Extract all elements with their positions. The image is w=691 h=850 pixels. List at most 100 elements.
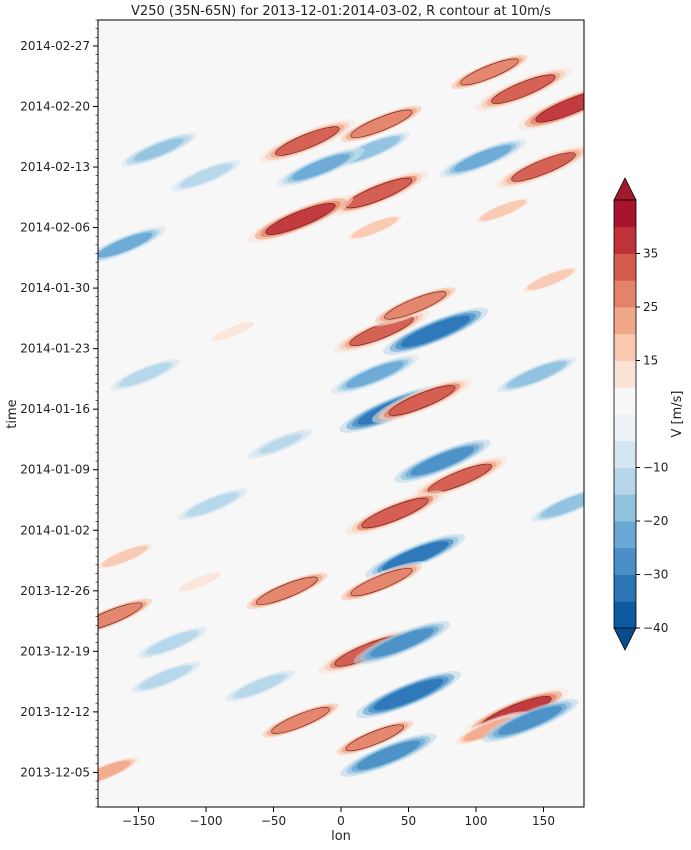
colorbar-extend-max <box>613 177 637 201</box>
wave-feature <box>98 540 160 573</box>
wave-feature <box>497 356 577 393</box>
colorbar-segment <box>614 333 636 361</box>
colorbar-segment <box>614 494 636 522</box>
wave-feature <box>468 194 538 227</box>
colorbar-extend-min <box>613 627 637 651</box>
colorbar: 35 25 15 −10 −20 −30 −40 <box>613 177 668 651</box>
colorbar-tick-label: −10 <box>643 461 668 475</box>
chart-title: V250 (35N-65N) for 2013-12-01:2014-03-02… <box>131 4 551 19</box>
y-tick-label: 2013-12-19 <box>20 644 90 658</box>
wave-feature <box>495 145 584 189</box>
colorbar-segment <box>614 440 636 468</box>
wave-feature <box>110 358 181 391</box>
wave-feature <box>330 354 419 395</box>
wave-feature <box>481 698 579 743</box>
wave-feature <box>382 307 489 355</box>
wave-feature <box>368 284 462 327</box>
colorbar-segment <box>614 414 636 442</box>
wave-feature <box>355 670 462 719</box>
plot-area <box>97 19 585 808</box>
y-tick-label: 2014-01-30 <box>20 281 90 295</box>
colorbar-segment <box>614 547 636 575</box>
x-tick-label: 0 <box>337 814 345 828</box>
colorbar-segment <box>614 601 636 629</box>
colorbar-segment <box>614 467 636 495</box>
wave-feature <box>200 316 266 346</box>
y-axis-label: time <box>5 399 20 428</box>
wave-feature <box>445 52 534 92</box>
wave-feature <box>335 102 428 145</box>
wave-feature <box>98 754 145 791</box>
y-tick-label: 2013-12-12 <box>20 705 90 719</box>
y-tick-label: 2014-02-27 <box>20 39 90 53</box>
x-axis: −150 −100 −50 0 50 100 150 <box>122 807 555 828</box>
data-layer <box>98 52 584 791</box>
wave-feature <box>121 132 197 167</box>
y-tick-label: 2014-02-20 <box>20 99 90 113</box>
y-tick-label: 2013-12-05 <box>20 765 90 779</box>
wave-feature <box>411 456 508 501</box>
wave-feature <box>247 195 354 243</box>
x-tick-label: −100 <box>190 814 223 828</box>
wave-feature <box>345 490 445 536</box>
wave-feature <box>372 378 472 423</box>
x-tick-label: −150 <box>122 814 155 828</box>
wave-feature <box>333 309 430 353</box>
colorbar-segment <box>614 387 636 415</box>
y-tick-label: 2014-01-16 <box>20 402 90 416</box>
wave-feature <box>177 488 248 521</box>
wave-feature <box>394 439 491 483</box>
colorbar-tick-label: −40 <box>643 621 668 635</box>
wave-feature <box>515 263 584 296</box>
x-tick-label: 50 <box>401 814 416 828</box>
wave-feature <box>276 147 365 187</box>
wave-feature <box>335 561 428 603</box>
wave-feature <box>256 700 345 741</box>
wave-feature <box>339 211 410 244</box>
wave-feature <box>475 67 572 111</box>
wave-feature <box>98 226 167 264</box>
colorbar-segment <box>614 360 636 388</box>
x-tick-label: 100 <box>465 814 488 828</box>
y-tick-label: 2014-02-13 <box>20 160 90 174</box>
colorbar-segment <box>614 574 636 602</box>
wave-feature <box>365 533 466 579</box>
y-tick-label: 2014-01-23 <box>20 342 90 356</box>
colorbar-tick-label: −20 <box>643 514 668 528</box>
wave-feature <box>130 661 201 694</box>
wave-feature <box>330 718 419 758</box>
colorbar-tick-label: 35 <box>643 247 658 261</box>
colorbar-segment <box>614 200 636 228</box>
colorbar-label: V [m/s] <box>670 391 685 438</box>
wave-feature <box>225 670 295 702</box>
y-tick-label: 2014-01-09 <box>20 463 90 477</box>
colorbar-tick-label: −30 <box>643 568 668 582</box>
wave-feature <box>353 621 450 665</box>
colorbar-segment <box>614 521 636 549</box>
wave-feature <box>137 626 208 659</box>
x-axis-label: lon <box>331 829 351 844</box>
wave-feature <box>259 119 356 163</box>
colorbar-tick-label: 15 <box>643 354 658 368</box>
y-tick-label: 2013-12-26 <box>20 584 90 598</box>
wave-feature <box>167 567 232 597</box>
y-axis: 2013-12-05 2013-12-12 2013-12-19 2013-12-26… <box>20 19 98 808</box>
wave-feature <box>171 159 241 192</box>
wave-feature <box>98 595 158 638</box>
colorbar-segment <box>614 253 636 281</box>
wave-feature <box>240 569 334 612</box>
wave-feature <box>248 429 313 459</box>
x-tick-label: 150 <box>532 814 555 828</box>
colorbar-segment <box>614 226 636 254</box>
wave-feature <box>438 138 527 179</box>
colorbar-segment <box>614 280 636 308</box>
wave-feature <box>340 733 437 777</box>
colorbar-frame <box>613 199 637 629</box>
x-tick-label: −50 <box>261 814 286 828</box>
wave-feature <box>517 82 584 131</box>
y-tick-label: 2014-01-02 <box>20 523 90 537</box>
y-tick-label: 2014-02-06 <box>20 221 90 235</box>
wave-feature <box>328 170 429 216</box>
colorbar-segment <box>614 307 636 335</box>
